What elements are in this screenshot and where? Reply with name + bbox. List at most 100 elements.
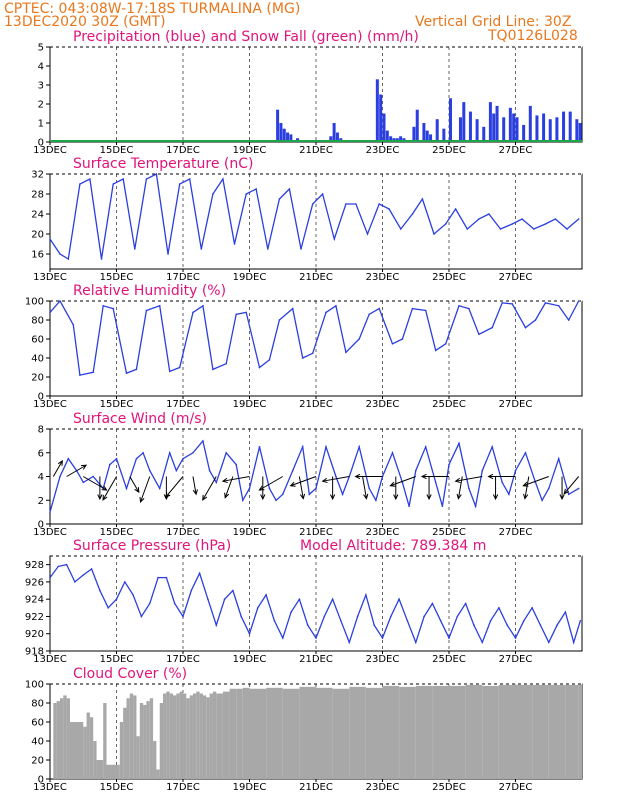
temp-point (444, 223, 447, 225)
cloud-bar (83, 726, 87, 779)
wind-arrow-head (224, 492, 230, 499)
precip-bar (502, 117, 506, 142)
rh-point (378, 307, 380, 310)
wind-point (175, 469, 178, 472)
pres-point (473, 624, 475, 626)
cloud-bar (209, 693, 213, 779)
rh-point (391, 342, 394, 345)
rh-point (268, 359, 271, 361)
x-tick-label: 13DEC (33, 654, 67, 665)
rh-point (557, 304, 560, 307)
rh-point (92, 371, 95, 374)
pres-point (456, 615, 459, 618)
wind-arrow (192, 476, 197, 495)
rh-point (424, 309, 427, 312)
precip-bar (399, 136, 403, 142)
pres-point (173, 602, 176, 605)
cloud-bar (139, 703, 144, 779)
rh-point (501, 302, 504, 304)
precip-bar (508, 107, 512, 142)
cloud-bar (229, 688, 237, 779)
pres-point (572, 641, 575, 644)
x-tick-label: 21DEC (299, 527, 333, 538)
wind-point (142, 451, 144, 454)
y-tick-label: 924 (25, 595, 44, 606)
y-tick-label: 1 (38, 119, 44, 130)
wind-arrow-head (299, 493, 306, 500)
wind-point (268, 487, 271, 490)
wind-arrow (290, 476, 317, 487)
wind-point (242, 499, 244, 502)
pres-point (464, 602, 467, 605)
cloud-bar (332, 688, 350, 779)
wind-arrow (222, 476, 250, 482)
wind-arrow-head (456, 493, 462, 500)
precip-bar (562, 111, 566, 142)
temp-point (178, 183, 181, 185)
cloud-bar (365, 687, 383, 779)
cloud-bar (249, 688, 267, 779)
rh-point (291, 307, 294, 310)
temp-point (399, 228, 402, 230)
cloud-bar (143, 704, 147, 779)
wind-arrow-head (454, 477, 461, 484)
temp-point (67, 258, 70, 260)
rh-point (345, 351, 347, 354)
precip-bar (389, 136, 393, 142)
wind-point (577, 487, 580, 490)
cloud-bar (163, 693, 167, 779)
temp-point (421, 198, 424, 200)
precip-bar (482, 126, 486, 142)
cloud-bar (216, 693, 223, 779)
temp-point (321, 193, 324, 195)
y-tick-label: 0 (38, 138, 44, 149)
cloud-bar (59, 698, 64, 779)
cloud-bar (465, 684, 483, 779)
cloud-bar (96, 760, 104, 779)
wind-arrow-head (57, 459, 63, 466)
wind-point (291, 469, 294, 472)
cloud-bar (515, 684, 533, 779)
wind-point (481, 469, 484, 472)
header-model-code: TQ0126L028 (488, 28, 578, 44)
y-tick-label: 20 (31, 373, 44, 384)
x-tick-label: 13DEC (33, 272, 67, 283)
pres-point (257, 607, 259, 609)
temp-point (333, 238, 336, 240)
cloud-bar (349, 686, 366, 779)
rh-point (524, 326, 527, 329)
pres-point (448, 637, 450, 639)
cloud-bar (192, 693, 197, 779)
wind-point (547, 487, 550, 490)
y-tick-label: 80 (31, 699, 44, 710)
x-tick-label: 19DEC (233, 654, 267, 665)
wind-point (192, 451, 194, 454)
pres-point (489, 619, 492, 622)
pres-point (82, 574, 85, 576)
temp-point (577, 218, 580, 220)
cloud-bar (126, 698, 130, 779)
pres-point (298, 598, 301, 600)
y-tick-label: 60 (31, 335, 44, 346)
temp-point (521, 218, 523, 220)
panel-wind (46, 428, 583, 527)
cloud-bar (123, 707, 127, 779)
rh-point (112, 307, 114, 310)
rh-point (49, 311, 51, 314)
temp-point (532, 228, 535, 230)
cloud-bar (382, 685, 400, 779)
precip-bar (542, 113, 546, 142)
wind-arrow-head (102, 494, 108, 501)
precip-bar (512, 113, 516, 142)
x-tick-label: 13DEC (33, 399, 67, 410)
y-tick-label: 20 (31, 756, 44, 767)
cloud-bar (93, 741, 97, 779)
precip-bar (528, 105, 532, 142)
rh-point (212, 368, 214, 371)
cloud-bar (136, 736, 140, 779)
wind-arrow (362, 476, 367, 499)
temp-point (200, 248, 203, 250)
pres-point (390, 615, 392, 618)
x-tick-label: 15DEC (100, 782, 134, 793)
wind-arrow-head (97, 494, 103, 501)
